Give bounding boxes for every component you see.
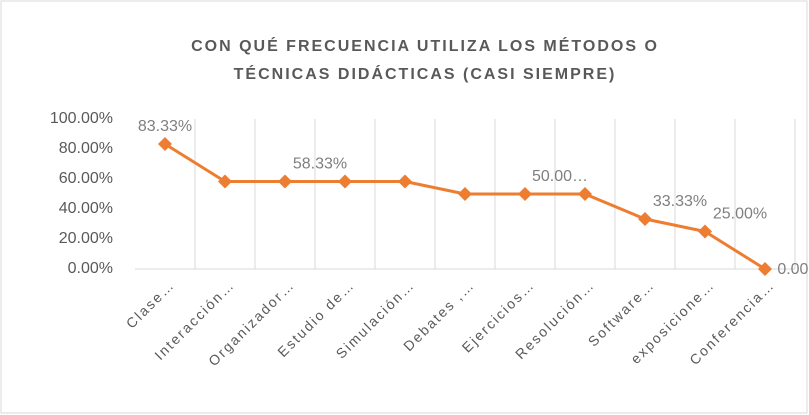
- marker: [758, 262, 772, 276]
- chart-title: CON QUÉ FRECUENCIA UTILIZA LOS MÉTODOS O: [191, 36, 659, 55]
- marker: [338, 174, 352, 189]
- marker: [698, 224, 712, 239]
- data-label: 50.00…: [532, 168, 588, 185]
- marker: [398, 174, 412, 189]
- y-tick-label: 100.00%: [50, 110, 113, 127]
- marker: [458, 187, 472, 201]
- data-label: 25.00%: [713, 206, 767, 223]
- marker: [638, 212, 652, 227]
- data-label: 33.33%: [653, 193, 707, 210]
- y-tick-label: 0.00%: [68, 260, 113, 277]
- marker: [278, 174, 292, 189]
- y-tick-label: 40.00%: [59, 200, 113, 217]
- y-tick-label: 60.00%: [59, 170, 113, 187]
- y-tick-label: 80.00%: [59, 140, 113, 157]
- marker: [218, 174, 232, 189]
- y-tick-label: 20.00%: [59, 230, 113, 247]
- marker: [578, 187, 592, 201]
- data-label: 58.33%: [293, 156, 347, 173]
- marker: [158, 137, 172, 152]
- data-label: 0.00%: [777, 261, 809, 278]
- data-label: 83.33%: [138, 118, 192, 135]
- chart-title: TÉCNICAS DIDÁCTICAS (CASI SIEMPRE): [234, 64, 617, 83]
- marker: [518, 187, 532, 201]
